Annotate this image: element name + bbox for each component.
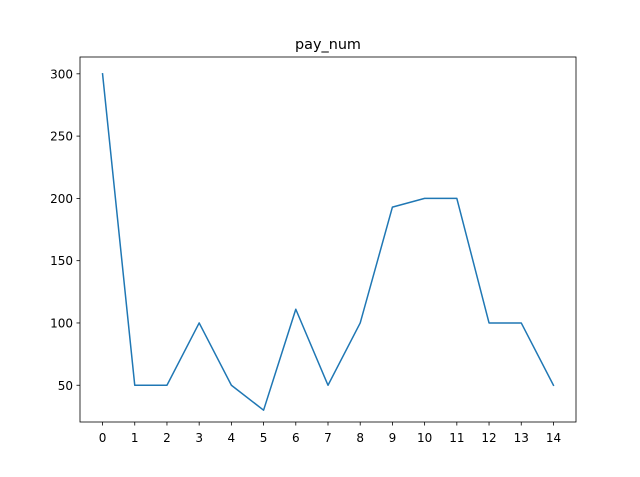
x-tick-label: 2 bbox=[163, 431, 171, 445]
x-tick-label: 14 bbox=[546, 431, 561, 445]
x-tick-label: 11 bbox=[449, 431, 464, 445]
x-tick-label: 13 bbox=[514, 431, 529, 445]
x-tick-label: 12 bbox=[481, 431, 496, 445]
x-tick-label: 8 bbox=[356, 431, 364, 445]
y-tick-label: 100 bbox=[50, 316, 73, 330]
y-tick-label: 150 bbox=[50, 254, 73, 268]
y-tick-label: 200 bbox=[50, 192, 73, 206]
y-tick-label: 50 bbox=[58, 379, 73, 393]
plot-area bbox=[80, 57, 576, 422]
x-tick-label: 4 bbox=[228, 431, 236, 445]
series-line bbox=[101, 72, 555, 411]
x-tick-label: 3 bbox=[195, 431, 203, 445]
x-tick-label: 9 bbox=[389, 431, 397, 445]
chart-title: pay_num bbox=[295, 37, 361, 53]
x-tick-label: 6 bbox=[292, 431, 300, 445]
plot-frame bbox=[79, 56, 577, 423]
y-axis-ticks: 50 100 150 200 250 300 bbox=[50, 67, 80, 393]
x-tick-label: 0 bbox=[99, 431, 107, 445]
x-tick-label: 7 bbox=[324, 431, 332, 445]
y-tick-label: 300 bbox=[50, 67, 73, 81]
x-tick-label: 5 bbox=[260, 431, 268, 445]
x-tick-label: 1 bbox=[131, 431, 139, 445]
y-tick-label: 250 bbox=[50, 130, 73, 144]
x-tick-label: 10 bbox=[417, 431, 432, 445]
x-axis-ticks: 0 1 2 3 4 5 6 7 8 9 10 11 12 13 14 bbox=[99, 422, 561, 445]
